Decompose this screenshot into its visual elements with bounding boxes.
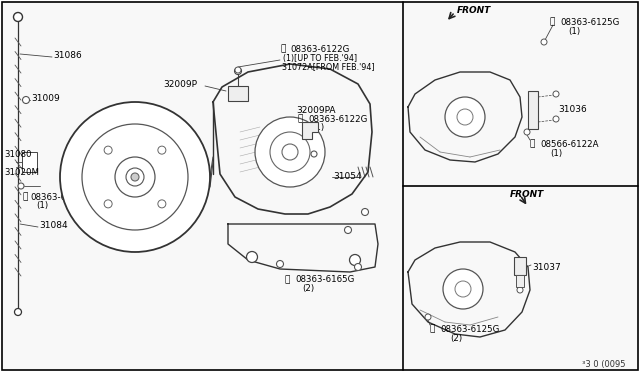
- Circle shape: [82, 124, 188, 230]
- Circle shape: [362, 208, 369, 215]
- Circle shape: [276, 260, 284, 267]
- Text: 08363-6125G: 08363-6125G: [440, 324, 499, 334]
- Circle shape: [455, 281, 471, 297]
- Circle shape: [15, 308, 22, 315]
- Circle shape: [355, 263, 362, 270]
- Text: 31054: 31054: [333, 171, 362, 180]
- Text: 31080: 31080: [4, 150, 31, 158]
- Bar: [228, 86, 248, 101]
- Text: Ⓢ: Ⓢ: [298, 115, 303, 124]
- Text: 08566-6122A: 08566-6122A: [540, 140, 598, 148]
- Text: Ⓢ: Ⓢ: [550, 17, 556, 26]
- Text: (1): (1): [312, 122, 324, 131]
- Text: 31086: 31086: [53, 51, 82, 60]
- Text: (1): (1): [36, 201, 48, 209]
- Text: 08363-6122G: 08363-6122G: [290, 45, 349, 54]
- Bar: [516, 275, 524, 287]
- Circle shape: [126, 168, 144, 186]
- Text: 32009P: 32009P: [163, 80, 197, 89]
- Text: Ⓢ: Ⓢ: [281, 45, 286, 54]
- Text: 08363-6125G: 08363-6125G: [30, 192, 90, 202]
- Text: (1)[UP TO FEB.'94]: (1)[UP TO FEB.'94]: [283, 54, 357, 62]
- Text: Ⓢ: Ⓢ: [285, 276, 291, 285]
- Circle shape: [457, 109, 473, 125]
- Circle shape: [158, 200, 166, 208]
- Bar: [22, 152, 37, 172]
- Polygon shape: [302, 122, 318, 139]
- Circle shape: [13, 13, 22, 22]
- Circle shape: [115, 157, 155, 197]
- Circle shape: [349, 254, 360, 266]
- Text: 08363-6165G: 08363-6165G: [295, 276, 355, 285]
- Circle shape: [104, 146, 112, 154]
- Circle shape: [517, 287, 523, 293]
- Text: 31072A[FROM FEB.'94]: 31072A[FROM FEB.'94]: [282, 62, 374, 71]
- Circle shape: [158, 146, 166, 154]
- Text: FRONT: FRONT: [457, 6, 492, 15]
- Circle shape: [131, 173, 139, 181]
- Bar: [528, 91, 538, 129]
- Circle shape: [282, 144, 298, 160]
- Text: 31036: 31036: [558, 105, 587, 113]
- Text: 08363-6125G: 08363-6125G: [560, 17, 620, 26]
- Circle shape: [22, 96, 29, 103]
- Text: Ⓢ: Ⓢ: [530, 140, 536, 148]
- Text: 31037: 31037: [532, 263, 561, 272]
- Text: (2): (2): [302, 285, 314, 294]
- Text: 32009PA: 32009PA: [296, 106, 335, 115]
- Circle shape: [311, 151, 317, 157]
- Circle shape: [60, 102, 210, 252]
- Bar: [514, 257, 526, 275]
- Circle shape: [553, 116, 559, 122]
- Text: 31084: 31084: [39, 221, 68, 230]
- Circle shape: [235, 67, 241, 73]
- Circle shape: [234, 67, 241, 74]
- Circle shape: [425, 314, 431, 320]
- Circle shape: [246, 251, 257, 263]
- Text: ³3 0 (0095: ³3 0 (0095: [582, 359, 625, 369]
- Circle shape: [443, 269, 483, 309]
- Circle shape: [18, 183, 24, 189]
- Text: Ⓢ: Ⓢ: [22, 192, 28, 202]
- Text: (1): (1): [550, 148, 562, 157]
- Circle shape: [524, 129, 530, 135]
- Text: (2): (2): [450, 334, 462, 343]
- Text: FRONT: FRONT: [510, 189, 544, 199]
- Text: 31020M: 31020M: [4, 167, 39, 176]
- Circle shape: [104, 200, 112, 208]
- Circle shape: [270, 132, 310, 172]
- Text: 08363-6122G: 08363-6122G: [308, 115, 367, 124]
- Text: (1): (1): [568, 26, 580, 35]
- Text: 31009: 31009: [31, 93, 60, 103]
- Circle shape: [255, 117, 325, 187]
- Circle shape: [553, 91, 559, 97]
- Text: Ⓢ: Ⓢ: [430, 324, 435, 334]
- Circle shape: [344, 227, 351, 234]
- Circle shape: [541, 39, 547, 45]
- Circle shape: [445, 97, 485, 137]
